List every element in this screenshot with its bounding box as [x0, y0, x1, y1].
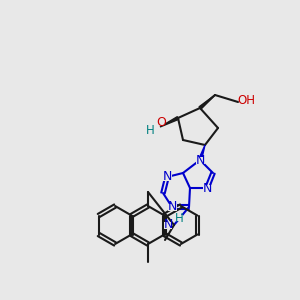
Text: N: N	[162, 170, 172, 184]
Text: N: N	[202, 182, 212, 194]
Text: H: H	[146, 124, 154, 137]
Text: N: N	[195, 154, 205, 166]
FancyBboxPatch shape	[176, 215, 182, 221]
Text: OH: OH	[237, 94, 255, 107]
FancyBboxPatch shape	[167, 203, 176, 211]
FancyBboxPatch shape	[163, 173, 172, 181]
Polygon shape	[199, 95, 215, 109]
FancyBboxPatch shape	[164, 221, 172, 229]
FancyBboxPatch shape	[196, 157, 205, 164]
FancyBboxPatch shape	[157, 119, 165, 125]
Text: O: O	[156, 116, 166, 128]
FancyBboxPatch shape	[146, 128, 154, 134]
Text: H: H	[175, 212, 183, 224]
FancyBboxPatch shape	[202, 184, 211, 191]
FancyBboxPatch shape	[242, 99, 250, 105]
Polygon shape	[199, 145, 205, 161]
Text: N: N	[163, 218, 173, 232]
FancyBboxPatch shape	[216, 170, 224, 176]
Text: N: N	[167, 200, 177, 214]
Polygon shape	[160, 117, 179, 127]
